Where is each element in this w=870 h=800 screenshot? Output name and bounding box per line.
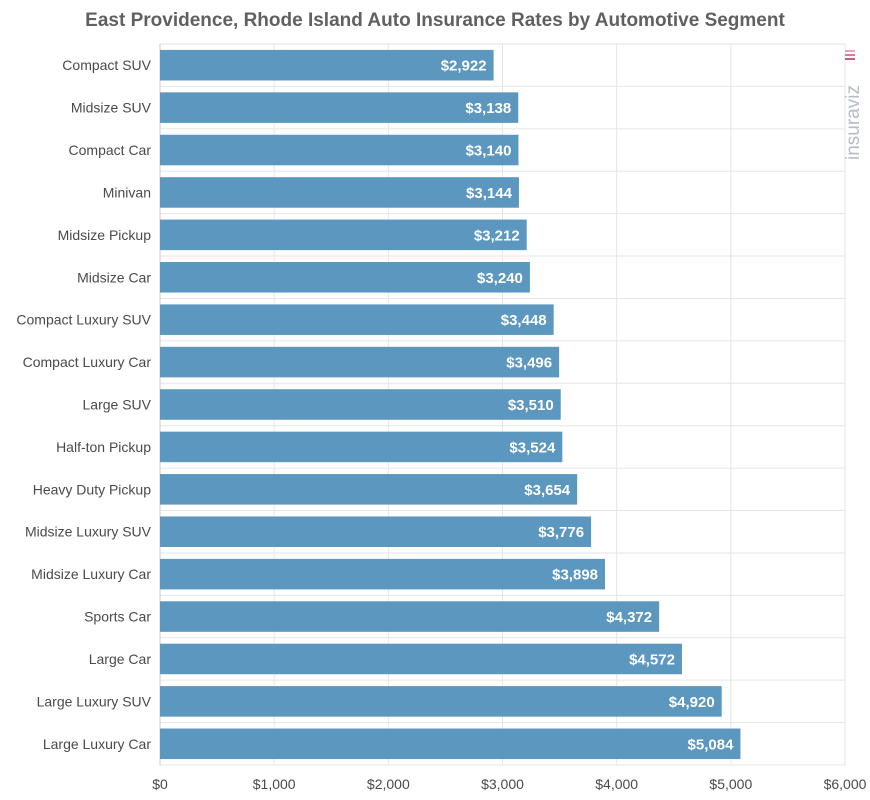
bar-value-label: $3,898 xyxy=(552,567,598,584)
x-tick-label: $6,000 xyxy=(824,776,867,792)
bar-value-label: $3,138 xyxy=(465,100,511,117)
x-tick-label: $4,000 xyxy=(595,776,638,792)
category-label: Large Car xyxy=(89,651,152,667)
category-label: Large SUV xyxy=(83,397,152,413)
category-label: Heavy Duty Pickup xyxy=(33,481,151,497)
category-label: Midsize Pickup xyxy=(58,227,152,243)
category-label: Large Luxury Car xyxy=(43,736,152,752)
bar-value-label: $3,144 xyxy=(466,185,513,202)
bar[interactable] xyxy=(160,643,682,675)
bar-value-label: $4,372 xyxy=(606,609,652,626)
x-tick-label: $2,000 xyxy=(367,776,410,792)
category-label: Compact SUV xyxy=(62,57,151,73)
bar[interactable] xyxy=(160,177,519,208)
bar[interactable] xyxy=(160,134,519,166)
category-labels: Compact SUV Midsize SUV Compact Car Minivan… xyxy=(16,57,151,752)
bar[interactable] xyxy=(160,92,519,123)
bars: $2,922 $3,138 $3,140 $3,144 $3,212 $3,240 $3,4… xyxy=(160,49,741,760)
category-label: Sports Car xyxy=(84,609,151,625)
bar-value-label: $3,448 xyxy=(501,312,547,329)
bar[interactable] xyxy=(160,474,578,505)
chart-title: East Providence, Rhode Island Auto Insur… xyxy=(85,10,785,31)
bar[interactable] xyxy=(160,431,563,463)
bar[interactable] xyxy=(160,49,494,81)
bar[interactable] xyxy=(160,304,554,335)
x-tick-label: $1,000 xyxy=(253,776,296,792)
x-tick-label: $0 xyxy=(152,776,168,792)
bar[interactable] xyxy=(160,686,722,717)
bar-value-label: $2,922 xyxy=(441,58,487,75)
x-tick-label: $3,000 xyxy=(481,776,524,792)
x-tick-label: $5,000 xyxy=(709,776,752,792)
category-label: Midsize Luxury SUV xyxy=(25,524,152,540)
bar-value-label: $4,920 xyxy=(669,694,715,711)
category-label: Minivan xyxy=(103,184,151,200)
bar-value-label: $4,572 xyxy=(629,651,675,668)
category-label: Compact Luxury Car xyxy=(23,354,152,370)
bar[interactable] xyxy=(160,558,606,590)
bar-value-label: $5,084 xyxy=(688,736,735,753)
category-label: Midsize SUV xyxy=(71,100,152,116)
bar[interactable] xyxy=(160,728,741,760)
bar[interactable] xyxy=(160,346,560,378)
bar[interactable] xyxy=(160,601,660,632)
bar-value-label: $3,524 xyxy=(509,439,556,456)
category-label: Half-ton Pickup xyxy=(56,439,151,455)
bar[interactable] xyxy=(160,516,592,548)
bar[interactable] xyxy=(160,389,561,420)
insuraviz-logo: insuraviz xyxy=(843,50,864,160)
category-label: Compact Luxury SUV xyxy=(16,312,151,328)
bar-value-label: $3,654 xyxy=(524,482,571,499)
bar[interactable] xyxy=(160,261,530,293)
bar-value-label: $3,240 xyxy=(477,270,523,287)
category-label: Midsize Car xyxy=(77,269,151,285)
bar-value-label: $3,510 xyxy=(508,397,554,414)
category-label: Large Luxury SUV xyxy=(37,693,152,709)
x-axis-tick-labels: $0 $1,000 $2,000 $3,000 $4,000 $5,000 $6,000 xyxy=(152,776,866,792)
bar-value-label: $3,212 xyxy=(474,227,520,244)
bar-value-label: $3,496 xyxy=(506,355,552,372)
watermark-text: insuraviz xyxy=(843,85,864,160)
bar-value-label: $3,776 xyxy=(538,524,584,541)
category-label: Compact Car xyxy=(69,142,152,158)
bar[interactable] xyxy=(160,219,527,251)
category-label: Midsize Luxury Car xyxy=(31,566,151,582)
bar-value-label: $3,140 xyxy=(466,143,512,160)
